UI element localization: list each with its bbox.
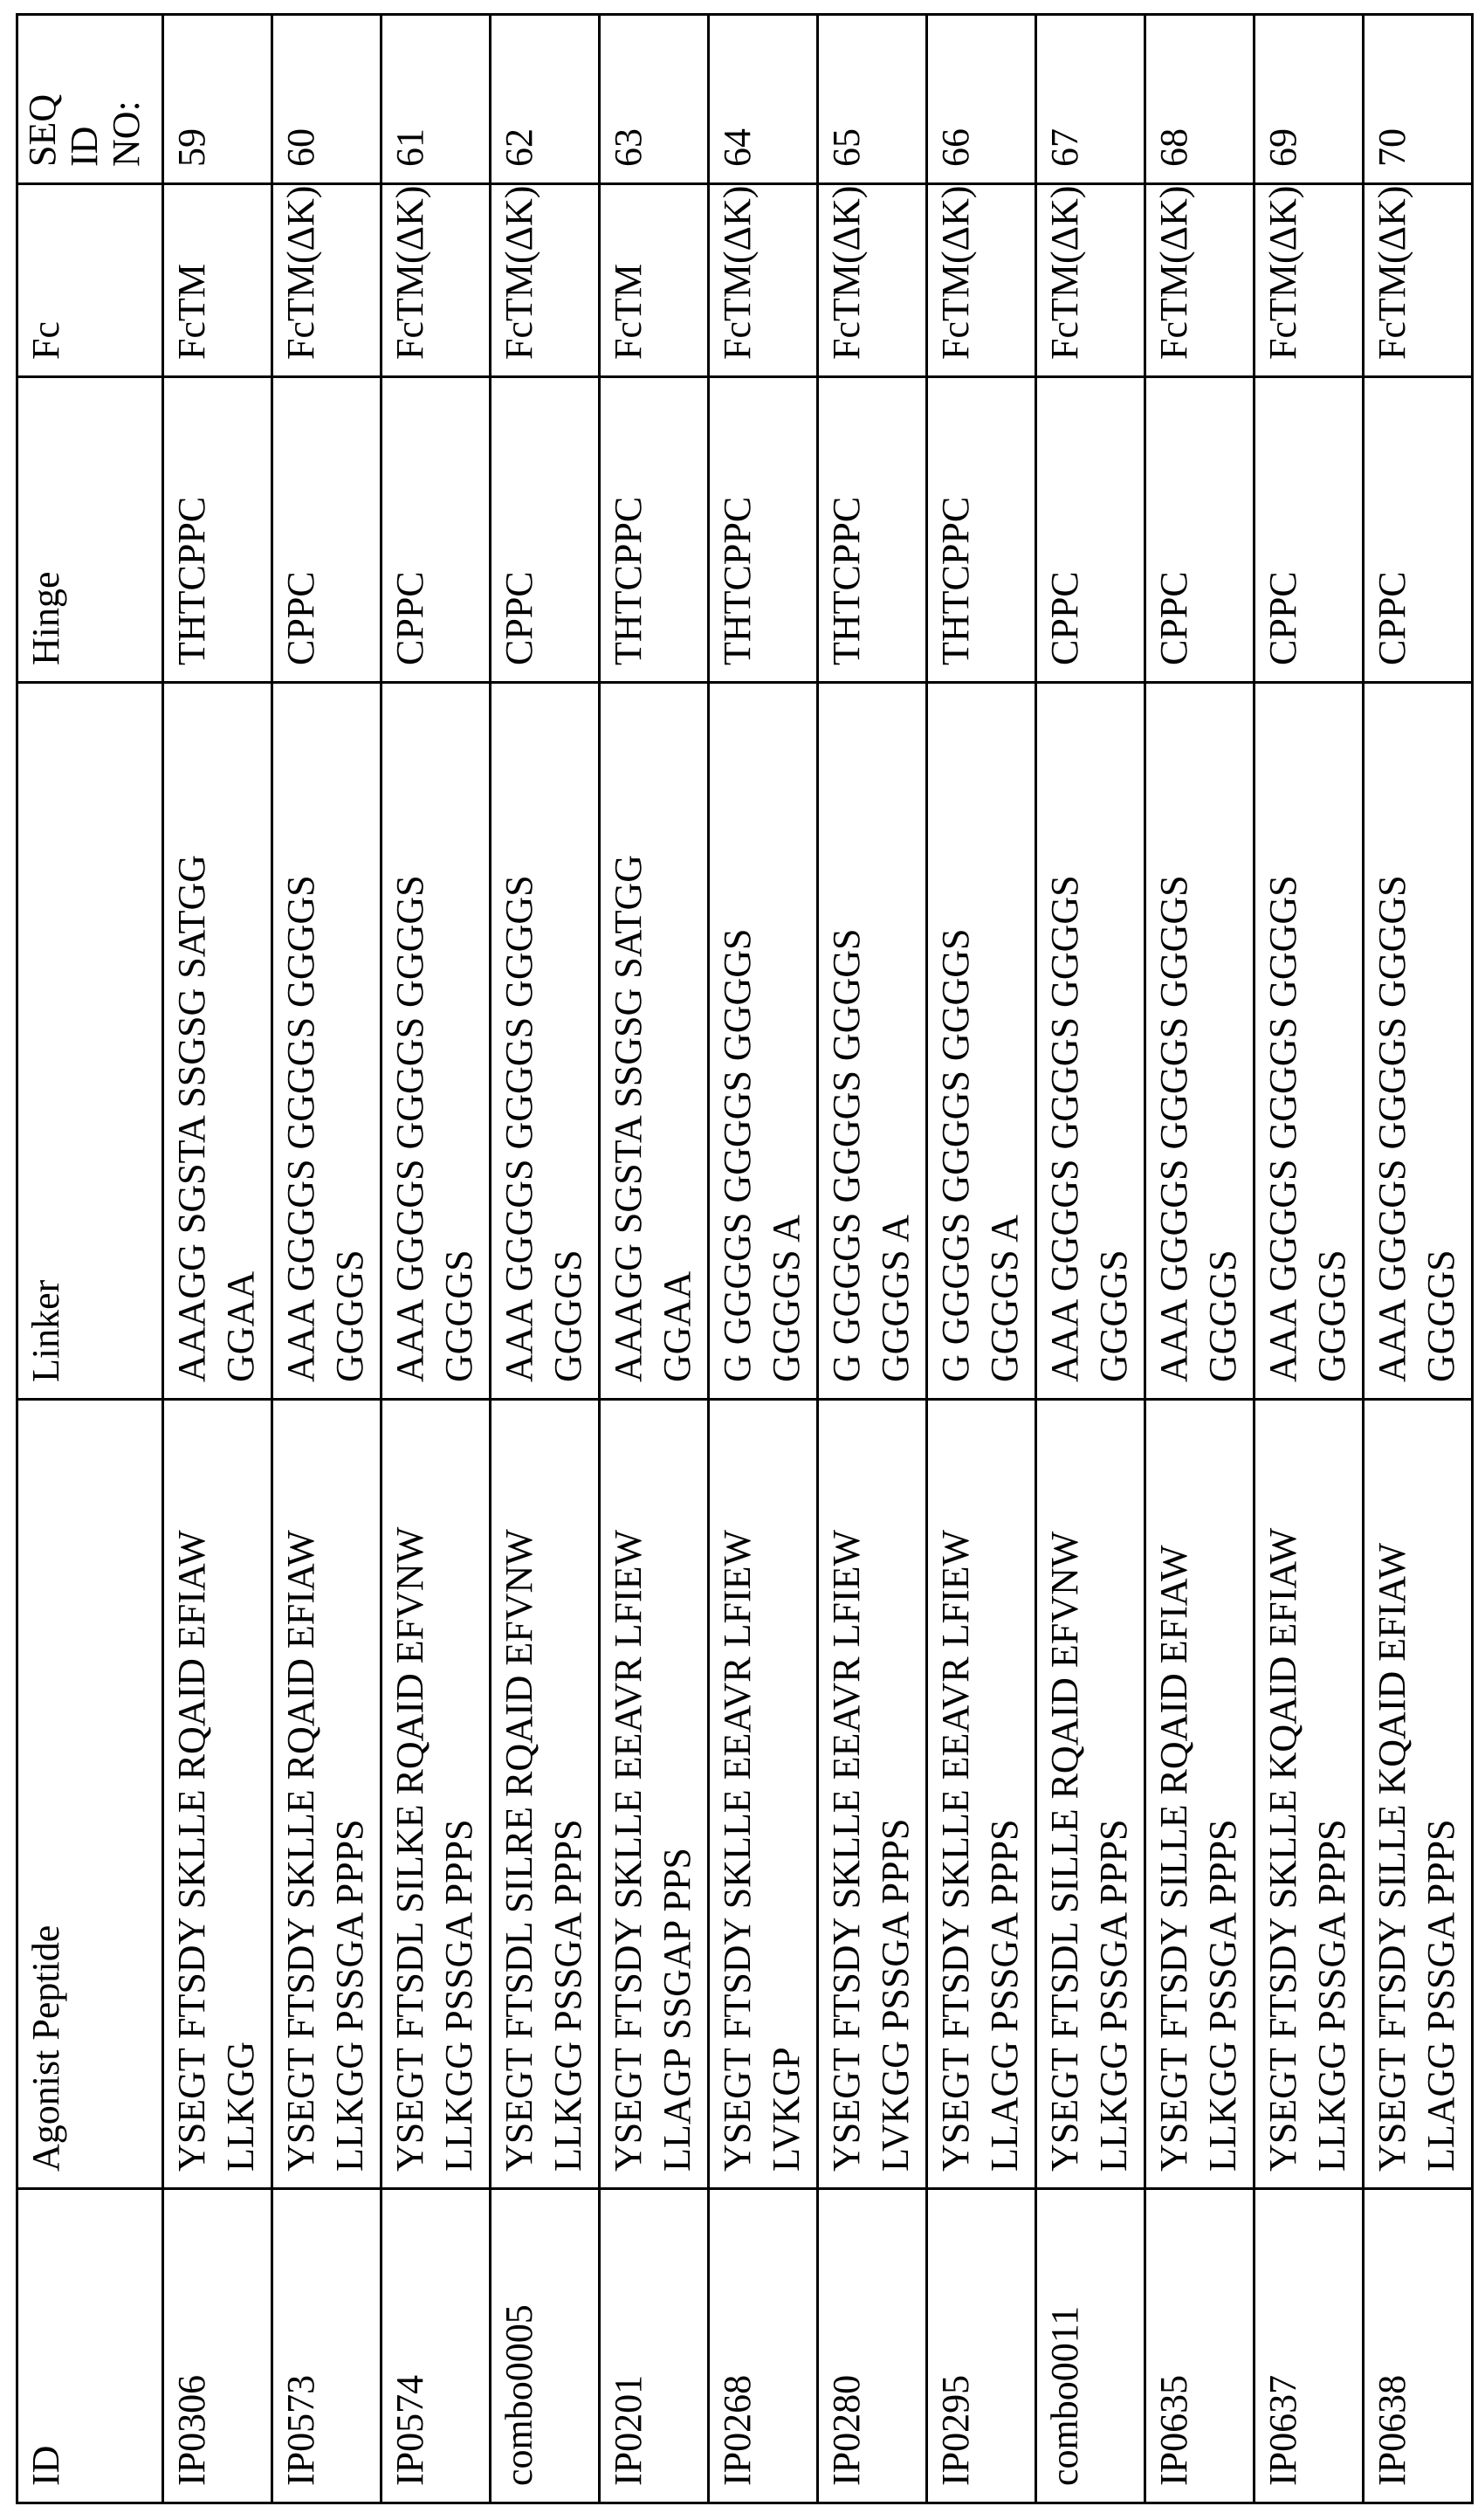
agonist-peptide-cell: YSEGT FTSDY SKLLE EEAVR LFIEW LLAGG PSSG… [927, 1400, 1036, 2189]
hinge-cell: THTCPPC [927, 377, 1036, 683]
hinge-cell: THTCPPC [709, 377, 818, 683]
table-row: IP0306YSEGT FTSDY SKLLE RQAID EFIAW LLKG… [163, 15, 272, 2503]
table-row: combo0011YSEGT FTSDL SILLE RQAID EFVNW L… [1036, 15, 1145, 2503]
linker-cell: AAA GGGGS GGGGS GGGGS GGGGS [1255, 683, 1364, 1400]
table-row: IP0280YSEGT FTSDY SKLLE EEAVR LFIEW LVKG… [818, 15, 927, 2503]
id-cell: IP0201 [600, 2189, 709, 2503]
linker-cell: G GGGGS GGGGS GGGGS GGGGS A [818, 683, 927, 1400]
id-cell: IP0295 [927, 2189, 1036, 2503]
seq-id-no-cell: 67 [1036, 15, 1145, 184]
seq-id-no-cell: 61 [382, 15, 491, 184]
linker-cell: AAA GGGGS GGGGS GGGGS GGGGS [491, 683, 600, 1400]
linker-cell: G GGGGS GGGGS GGGGS GGGGS A [709, 683, 818, 1400]
fc-cell: FcTM(ΔK) [1255, 184, 1364, 377]
agonist-peptide-cell: YSEGT FTSDY SKLLE EEAVR LFIEW LVKGP [709, 1400, 818, 2189]
agonist-peptide-cell: YSEGT FTSDY SKLLE RQAID EFIAW LLKGG [163, 1400, 272, 2189]
agonist-peptide-cell: YSEGT FTSDY SKLLE EEAVR LFIEW LVKGG PSSG… [818, 1400, 927, 2189]
seq-id-no-cell: 65 [818, 15, 927, 184]
linker-cell: G GGGGS GGGGS GGGGS GGGGS A [927, 683, 1036, 1400]
header-seq-id-no: SEQ ID NO: [17, 15, 163, 184]
table-row: IP0637YSEGT FTSDY SKLLE KQAID EFIAW LLKG… [1255, 15, 1364, 2503]
fc-cell: FcTM(ΔK) [818, 184, 927, 377]
hinge-cell: CPPC [272, 377, 382, 683]
hinge-cell: CPPC [1036, 377, 1145, 683]
seq-id-no-cell: 64 [709, 15, 818, 184]
header-hinge: Hinge [17, 377, 163, 683]
id-cell: IP0573 [272, 2189, 382, 2503]
hinge-cell: THTCPPC [163, 377, 272, 683]
fc-cell: FcTM [600, 184, 709, 377]
table-row: IP0268YSEGT FTSDY SKLLE EEAVR LFIEW LVKG… [709, 15, 818, 2503]
header-agonist-peptide: Agonist Peptide [17, 1400, 163, 2189]
id-cell: IP0306 [163, 2189, 272, 2503]
id-cell: IP0574 [382, 2189, 491, 2503]
hinge-cell: CPPC [1145, 377, 1255, 683]
linker-cell: AAA GGGGS GGGGS GGGGS GGGGS [272, 683, 382, 1400]
fc-cell: FcTM(ΔK) [1145, 184, 1255, 377]
agonist-peptide-cell: YSEGT FTSDL SILRE RQAID EFVNW LLKGG PSSG… [491, 1400, 600, 2189]
fc-cell: FcTM(ΔK) [272, 184, 382, 377]
fc-cell: FcTM(ΔK) [709, 184, 818, 377]
hinge-cell: CPPC [1364, 377, 1473, 683]
seq-id-no-cell: 62 [491, 15, 600, 184]
linker-cell: AAAGG SGSTA SSGSG SATGG GGAA [600, 683, 709, 1400]
id-cell: IP0637 [1255, 2189, 1364, 2503]
agonist-peptide-cell: YSEGT FTSDY SILLE KQAID EFIAW LLAGG PSSG… [1364, 1400, 1473, 2189]
agonist-peptide-cell: YSEGT FTSDY SKLLE RQAID EFIAW LLKGG PSSG… [272, 1400, 382, 2189]
agonist-peptide-cell: YSEGT FTSDY SILLE RQAID EFIAW LLKGG PSSG… [1145, 1400, 1255, 2189]
table-row: IP0574YSEGT FTSDL SILKE RQAID EFVNW LLKG… [382, 15, 491, 2503]
id-cell: combo0011 [1036, 2189, 1145, 2503]
fc-cell: FcTM(ΔK) [491, 184, 600, 377]
table-body: IP0306YSEGT FTSDY SKLLE RQAID EFIAW LLKG… [163, 15, 1473, 2503]
linker-cell: AAAGG SGSTA SSGSG SATGG GGAA [163, 683, 272, 1400]
id-cell: combo0005 [491, 2189, 600, 2503]
header-row: ID Agonist Peptide Linker Hinge Fc SEQ I… [17, 15, 163, 2503]
hinge-cell: THTCPPC [600, 377, 709, 683]
table-row: IP0638YSEGT FTSDY SILLE KQAID EFIAW LLAG… [1364, 15, 1473, 2503]
rotated-table-container: ID Agonist Peptide Linker Hinge Fc SEQ I… [16, 16, 1474, 2504]
linker-cell: AAA GGGGS GGGGS GGGGS GGGGS [1145, 683, 1255, 1400]
fc-cell: FcTM(ΔK) [1364, 184, 1473, 377]
header-linker: Linker [17, 683, 163, 1400]
table-row: IP0295YSEGT FTSDY SKLLE EEAVR LFIEW LLAG… [927, 15, 1036, 2503]
seq-id-no-cell: 70 [1364, 15, 1473, 184]
linker-cell: AAA GGGGS GGGGS GGGGS GGGGS [1036, 683, 1145, 1400]
seq-id-no-cell: 68 [1145, 15, 1255, 184]
table-row: IP0635YSEGT FTSDY SILLE RQAID EFIAW LLKG… [1145, 15, 1255, 2503]
id-cell: IP0638 [1364, 2189, 1473, 2503]
header-id: ID [17, 2189, 163, 2503]
id-cell: IP0280 [818, 2189, 927, 2503]
hinge-cell: THTCPPC [818, 377, 927, 683]
fc-cell: FcTM(ΔK) [1036, 184, 1145, 377]
hinge-cell: CPPC [382, 377, 491, 683]
seq-id-no-cell: 60 [272, 15, 382, 184]
table-row: combo0005YSEGT FTSDL SILRE RQAID EFVNW L… [491, 15, 600, 2503]
id-cell: IP0268 [709, 2189, 818, 2503]
fc-cell: FcTM(ΔK) [382, 184, 491, 377]
header-seq-id-no-label: SEQ ID NO: [22, 88, 148, 167]
agonist-peptide-cell: YSEGT FTSDL SILKE RQAID EFVNW LLKGG PSSG… [382, 1400, 491, 2189]
agonist-peptide-cell: YSEGT FTSDL SILLE RQAID EFVNW LLKGG PSSG… [1036, 1400, 1145, 2189]
seq-id-no-cell: 59 [163, 15, 272, 184]
peptide-fc-fusion-table: ID Agonist Peptide Linker Hinge Fc SEQ I… [16, 13, 1474, 2504]
seq-id-no-cell: 69 [1255, 15, 1364, 184]
table-row: IP0201YSEGT FTSDY SKLLE EEAVR LFIEW LLAG… [600, 15, 709, 2503]
agonist-peptide-cell: YSEGT FTSDY SKLLE KQAID EFIAW LLKGG PSSG… [1255, 1400, 1364, 2189]
fc-cell: FcTM(ΔK) [927, 184, 1036, 377]
seq-id-no-cell: 66 [927, 15, 1036, 184]
fc-cell: FcTM [163, 184, 272, 377]
header-fc: Fc [17, 184, 163, 377]
id-cell: IP0635 [1145, 2189, 1255, 2503]
agonist-peptide-cell: YSEGT FTSDY SKLLE EEAVR LFIEW LLAGP SSGA… [600, 1400, 709, 2189]
seq-id-no-cell: 63 [600, 15, 709, 184]
linker-cell: AAA GGGGS GGGGS GGGGS GGGGS [1364, 683, 1473, 1400]
table-row: IP0573YSEGT FTSDY SKLLE RQAID EFIAW LLKG… [272, 15, 382, 2503]
linker-cell: AAA GGGGS GGGGS GGGGS GGGGS [382, 683, 491, 1400]
hinge-cell: CPPC [491, 377, 600, 683]
hinge-cell: CPPC [1255, 377, 1364, 683]
